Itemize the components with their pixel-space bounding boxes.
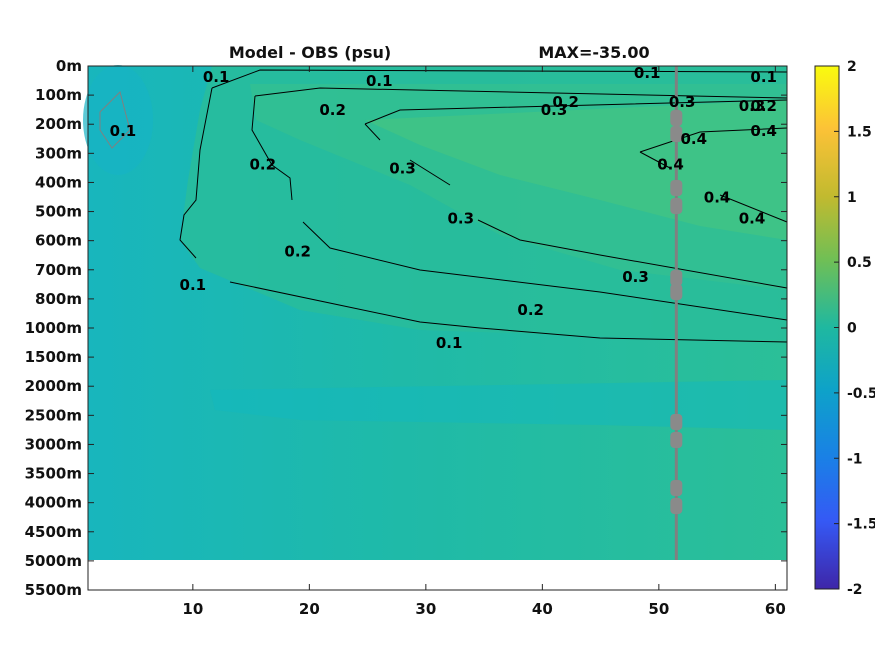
contour-0.1 (211, 69, 788, 89)
profile-marker (670, 284, 683, 300)
y-tick-label: 2000m (25, 377, 82, 395)
contour-label: 0.3 (739, 97, 766, 115)
contour-label: 0.2 (517, 301, 544, 319)
y-tick-label: 3000m (25, 435, 82, 453)
contour-label: 0.3 (622, 268, 649, 286)
contour-0.4 (639, 127, 788, 223)
profile-markers (670, 110, 683, 514)
contour-0.1-west (179, 87, 788, 343)
contour-0.2 (251, 87, 788, 321)
y-tick-label: 4000m (25, 494, 82, 512)
contour-label: 0.2 (319, 101, 346, 119)
contour-label: 0.1 (634, 64, 661, 82)
contour-label: 0.4 (750, 122, 777, 140)
profile-marker (670, 414, 683, 430)
profile-marker (670, 198, 683, 214)
profile-marker (670, 432, 683, 448)
contour-label: 0.4 (704, 188, 731, 206)
y-tick-label: 1000m (25, 319, 82, 337)
y-axis: 0m 100m 200m 300m 400m 500m 600m 700m 800m 1000m 1… (25, 57, 787, 599)
contour-label: 0.3 (541, 101, 568, 119)
contour-label: 0.4 (657, 155, 684, 173)
y-tick-label: 100m (35, 86, 82, 104)
colorbar-tick-label: 1 (847, 190, 857, 206)
y-tick-label: 4500m (25, 523, 82, 541)
x-tick-label: 60 (765, 600, 786, 618)
contour-lines (99, 69, 788, 343)
profile-marker (670, 180, 683, 196)
x-tick-label: 20 (299, 600, 320, 618)
colorbar-tick-label: -1.5 (847, 517, 875, 533)
y-tick-label: 800m (35, 290, 82, 308)
contour-0.1-patch (99, 91, 131, 149)
y-tick-label: 0m (56, 57, 82, 75)
contour-label: 0.1 (436, 334, 463, 352)
y-tick-label: 300m (35, 144, 82, 162)
colorbar-tick-label: -2 (847, 582, 863, 598)
chart-title-left: Model - OBS (psu) (229, 43, 391, 62)
contour-label: 0.4 (739, 210, 766, 228)
contour-0.3 (364, 99, 788, 289)
colorbar-tick-label: -1 (847, 451, 863, 467)
profile-marker (670, 498, 683, 514)
contour-label: 0.3 (389, 159, 416, 177)
x-axis: 10 20 30 40 50 60 (182, 66, 786, 618)
contour-label: 0.1 (366, 72, 393, 90)
y-tick-label: 500m (35, 203, 82, 221)
chart-title-right: MAX=-35.00 (538, 43, 649, 62)
contour-label: 0.2 (750, 97, 777, 115)
x-tick-label: 40 (532, 600, 553, 618)
colorbar-tick-label: 0.5 (847, 255, 872, 271)
colorbar-tick-label: 0 (847, 321, 857, 337)
x-tick-label: 30 (415, 600, 436, 618)
deep-band (210, 380, 787, 430)
contour-label: 0.1 (110, 122, 137, 140)
contour-label: 0.3 (448, 210, 475, 228)
colorbar-ticks: 2 1.5 1 0.5 0 -0.5 -1 -1.5 -2 (834, 59, 875, 598)
contour-label: 0.2 (249, 155, 276, 173)
contour-label: 0.1 (750, 68, 777, 86)
x-tick-label: 10 (182, 600, 203, 618)
colorbar-tick-label: 1.5 (847, 124, 872, 140)
y-tick-label: 5500m (25, 581, 82, 599)
profile-marker (670, 126, 683, 142)
contour-label: 0.1 (203, 68, 230, 86)
y-tick-label: 200m (35, 115, 82, 133)
x-tick-label: 50 (648, 600, 669, 618)
y-tick-label: 2500m (25, 406, 82, 424)
colorbar-tick-label: 2 (847, 59, 857, 75)
y-tick-label: 5000m (25, 552, 82, 570)
cool-patch (83, 65, 153, 175)
y-tick-label: 600m (35, 232, 82, 250)
contour-label: 0.4 (681, 130, 708, 148)
y-tick-label: 1500m (25, 348, 82, 366)
contour-label: 0.2 (284, 243, 311, 261)
contour-label-layer: 0.10.1 0.1 0.1 0.10.2 0.2 0.20.3 0.3 0.30.4 0.40… (110, 64, 777, 352)
contour-label: 0.2 (552, 93, 579, 111)
y-tick-label: 700m (35, 261, 82, 279)
colorbar-tick-label: -0.5 (847, 386, 875, 402)
y-tick-label: 3500m (25, 465, 82, 483)
profile-marker (670, 270, 683, 286)
profile-marker (670, 480, 683, 496)
contour-label: 0.1 (180, 276, 207, 294)
contour-label: 0.3 (669, 93, 696, 111)
profile-marker (670, 110, 683, 126)
y-tick-label: 400m (35, 173, 82, 191)
